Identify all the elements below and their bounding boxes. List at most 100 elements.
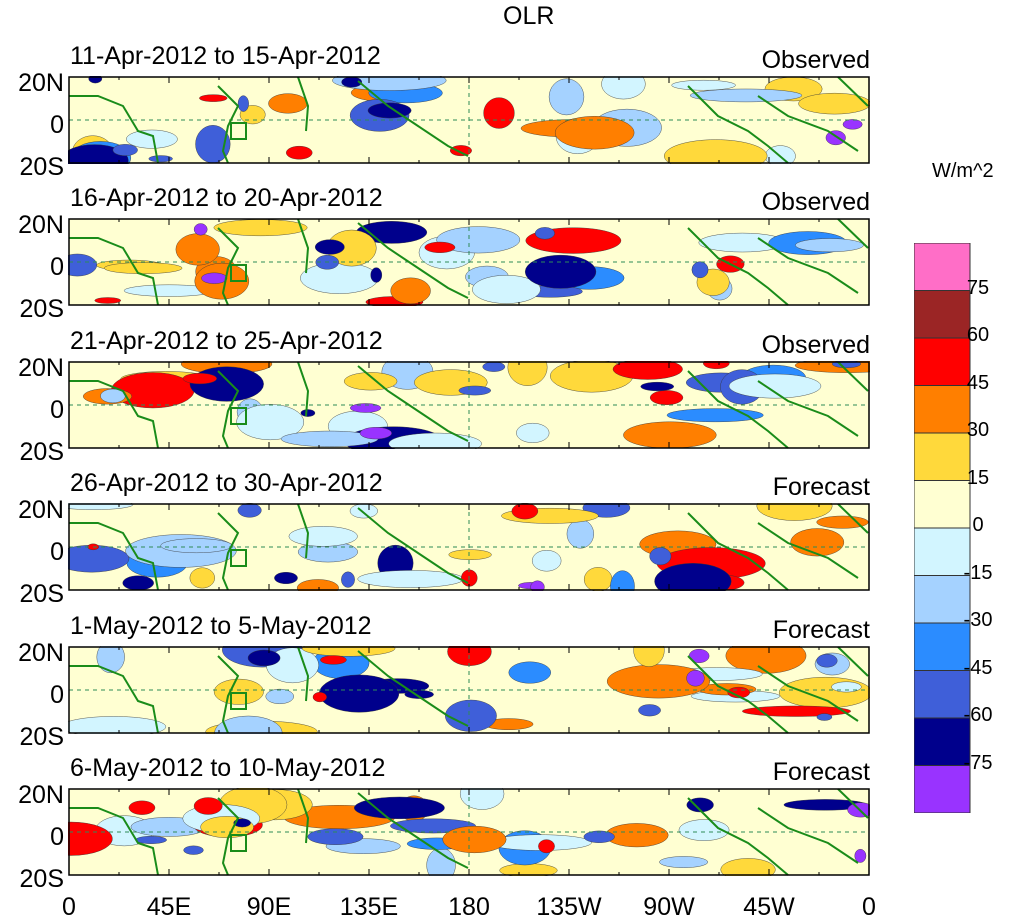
olr-anomaly-contour (343, 372, 398, 391)
coastline (297, 361, 310, 417)
panel-type-label: Forecast (772, 616, 870, 644)
olr-anomaly-contour (831, 681, 862, 693)
olr-anomaly-contour (213, 219, 308, 237)
x-tick-label: 45E (146, 893, 192, 921)
panel-type-label: Observed (761, 188, 870, 216)
y-tick-label: 20N (18, 639, 64, 667)
panel-period: 11-Apr-2012 to 15-Apr-2012 (70, 42, 381, 70)
olr-anomaly-contour (68, 253, 97, 277)
y-tick-label: 20N (18, 781, 64, 809)
olr-anomaly-contour (193, 797, 223, 815)
olr-anomaly-contour (286, 145, 313, 160)
coastline (757, 237, 859, 294)
olr-anomaly-contour (686, 670, 705, 687)
y-tick-label: 0 (50, 111, 64, 139)
olr-anomaly-contour (233, 818, 251, 828)
olr-anomaly-contour (128, 800, 156, 815)
olr-anomaly-contour (703, 361, 730, 370)
coastline (687, 85, 789, 164)
olr-anomaly-contour (671, 79, 736, 91)
olr-anomaly-contour (182, 373, 217, 385)
index-box (230, 692, 247, 710)
olr-anomaly-contour (265, 688, 294, 704)
figure-title: OLR (503, 2, 555, 30)
olr-anomaly-contour (88, 76, 103, 84)
olr-anomaly-contour (237, 503, 262, 518)
coastline (357, 650, 469, 727)
olr-anomaly-contour (666, 408, 764, 423)
olr-anomaly-contour (472, 275, 541, 304)
colorbar-segment (914, 480, 971, 529)
olr-anomaly-contour (659, 856, 708, 868)
index-box (230, 122, 247, 140)
olr-anomaly-contour (538, 839, 555, 854)
coastline (837, 503, 869, 534)
olr-anomaly-contour (448, 549, 492, 560)
panel-type-label: Forecast (772, 758, 870, 786)
olr-anomaly-contour (68, 821, 113, 856)
colorbar-tick-label: 60 (966, 324, 990, 346)
olr-anomaly-contour (424, 241, 456, 253)
olr-anomaly-contour (778, 677, 870, 709)
olr-anomaly-contour (689, 88, 803, 103)
olr-anomaly-contour (725, 646, 807, 674)
coastline (687, 370, 789, 449)
colorbar-units: W/m^2 (932, 160, 994, 182)
colorbar-segment (914, 527, 971, 576)
panel-period: 26-Apr-2012 to 30-Apr-2012 (70, 469, 383, 497)
panel-period: 21-Apr-2012 to 25-Apr-2012 (70, 327, 383, 355)
y-tick-label: 20N (18, 354, 64, 382)
olr-anomaly-contour (104, 262, 183, 274)
olr-anomaly-contour (122, 575, 154, 591)
olr-anomaly-contour (135, 836, 167, 844)
olr-anomaly-contour (193, 223, 208, 236)
colorbar-tick-label: -45 (963, 656, 993, 679)
y-tick-label: 20S (19, 153, 64, 181)
olr-anomaly-contour (583, 567, 613, 591)
olr-anomaly-contour (816, 653, 838, 668)
map-panel: 6-May-2012 to 10-May-2012 Forecast 20N 0 20S (0, 754, 890, 896)
colorbar-segment (914, 337, 971, 386)
olr-anomaly-contour (638, 704, 661, 717)
olr-anomaly-contour (601, 76, 646, 100)
coastline (687, 512, 789, 591)
panel-type-label: Observed (761, 46, 870, 74)
coastline (217, 512, 240, 591)
olr-map (68, 646, 870, 734)
olr-anomaly-contour (390, 277, 431, 305)
olr-anomaly-contour (436, 226, 521, 254)
olr-anomaly-contour (314, 239, 345, 255)
coastline (297, 218, 310, 274)
map-panel: 26-Apr-2012 to 30-Apr-2012 Forecast 20N 0 20… (0, 469, 890, 611)
olr-anomaly-contour (756, 503, 833, 521)
panel-period: 16-Apr-2012 to 20-Apr-2012 (70, 184, 383, 212)
olr-anomaly-contour (236, 404, 305, 441)
panel-period: 1-May-2012 to 5-May-2012 (70, 612, 372, 640)
olr-anomaly-contour (482, 361, 506, 372)
colorbar-segment (914, 670, 971, 719)
olr-anomaly-contour (460, 788, 505, 810)
olr-anomaly-contour (199, 94, 228, 102)
y-tick-label: 20S (19, 438, 64, 466)
olr-map (68, 788, 870, 876)
colorbar-segment (914, 385, 971, 434)
y-tick-label: 20N (18, 211, 64, 239)
panel-period: 6-May-2012 to 10-May-2012 (70, 754, 386, 782)
colorbar-tick-label: -75 (963, 751, 993, 774)
coastline (217, 797, 240, 876)
olr-anomaly-contour (649, 547, 672, 566)
coastline (357, 80, 469, 157)
olr-anomaly-contour (94, 297, 121, 304)
x-tick-label: 45W (743, 893, 795, 921)
olr-anomaly-contour (790, 528, 845, 557)
olr-anomaly-contour (728, 373, 822, 399)
olr-anomaly-contour (175, 233, 220, 266)
olr-anomaly-contour (160, 538, 233, 554)
olr-anomaly-contour (183, 845, 204, 855)
y-tick-label: 20S (19, 865, 64, 893)
panel-type-label: Observed (761, 331, 870, 359)
olr-anomaly-contour (530, 580, 545, 591)
coastline (757, 95, 859, 152)
olr-anomaly-contour (442, 825, 507, 854)
olr-anomaly-contour (349, 503, 378, 519)
